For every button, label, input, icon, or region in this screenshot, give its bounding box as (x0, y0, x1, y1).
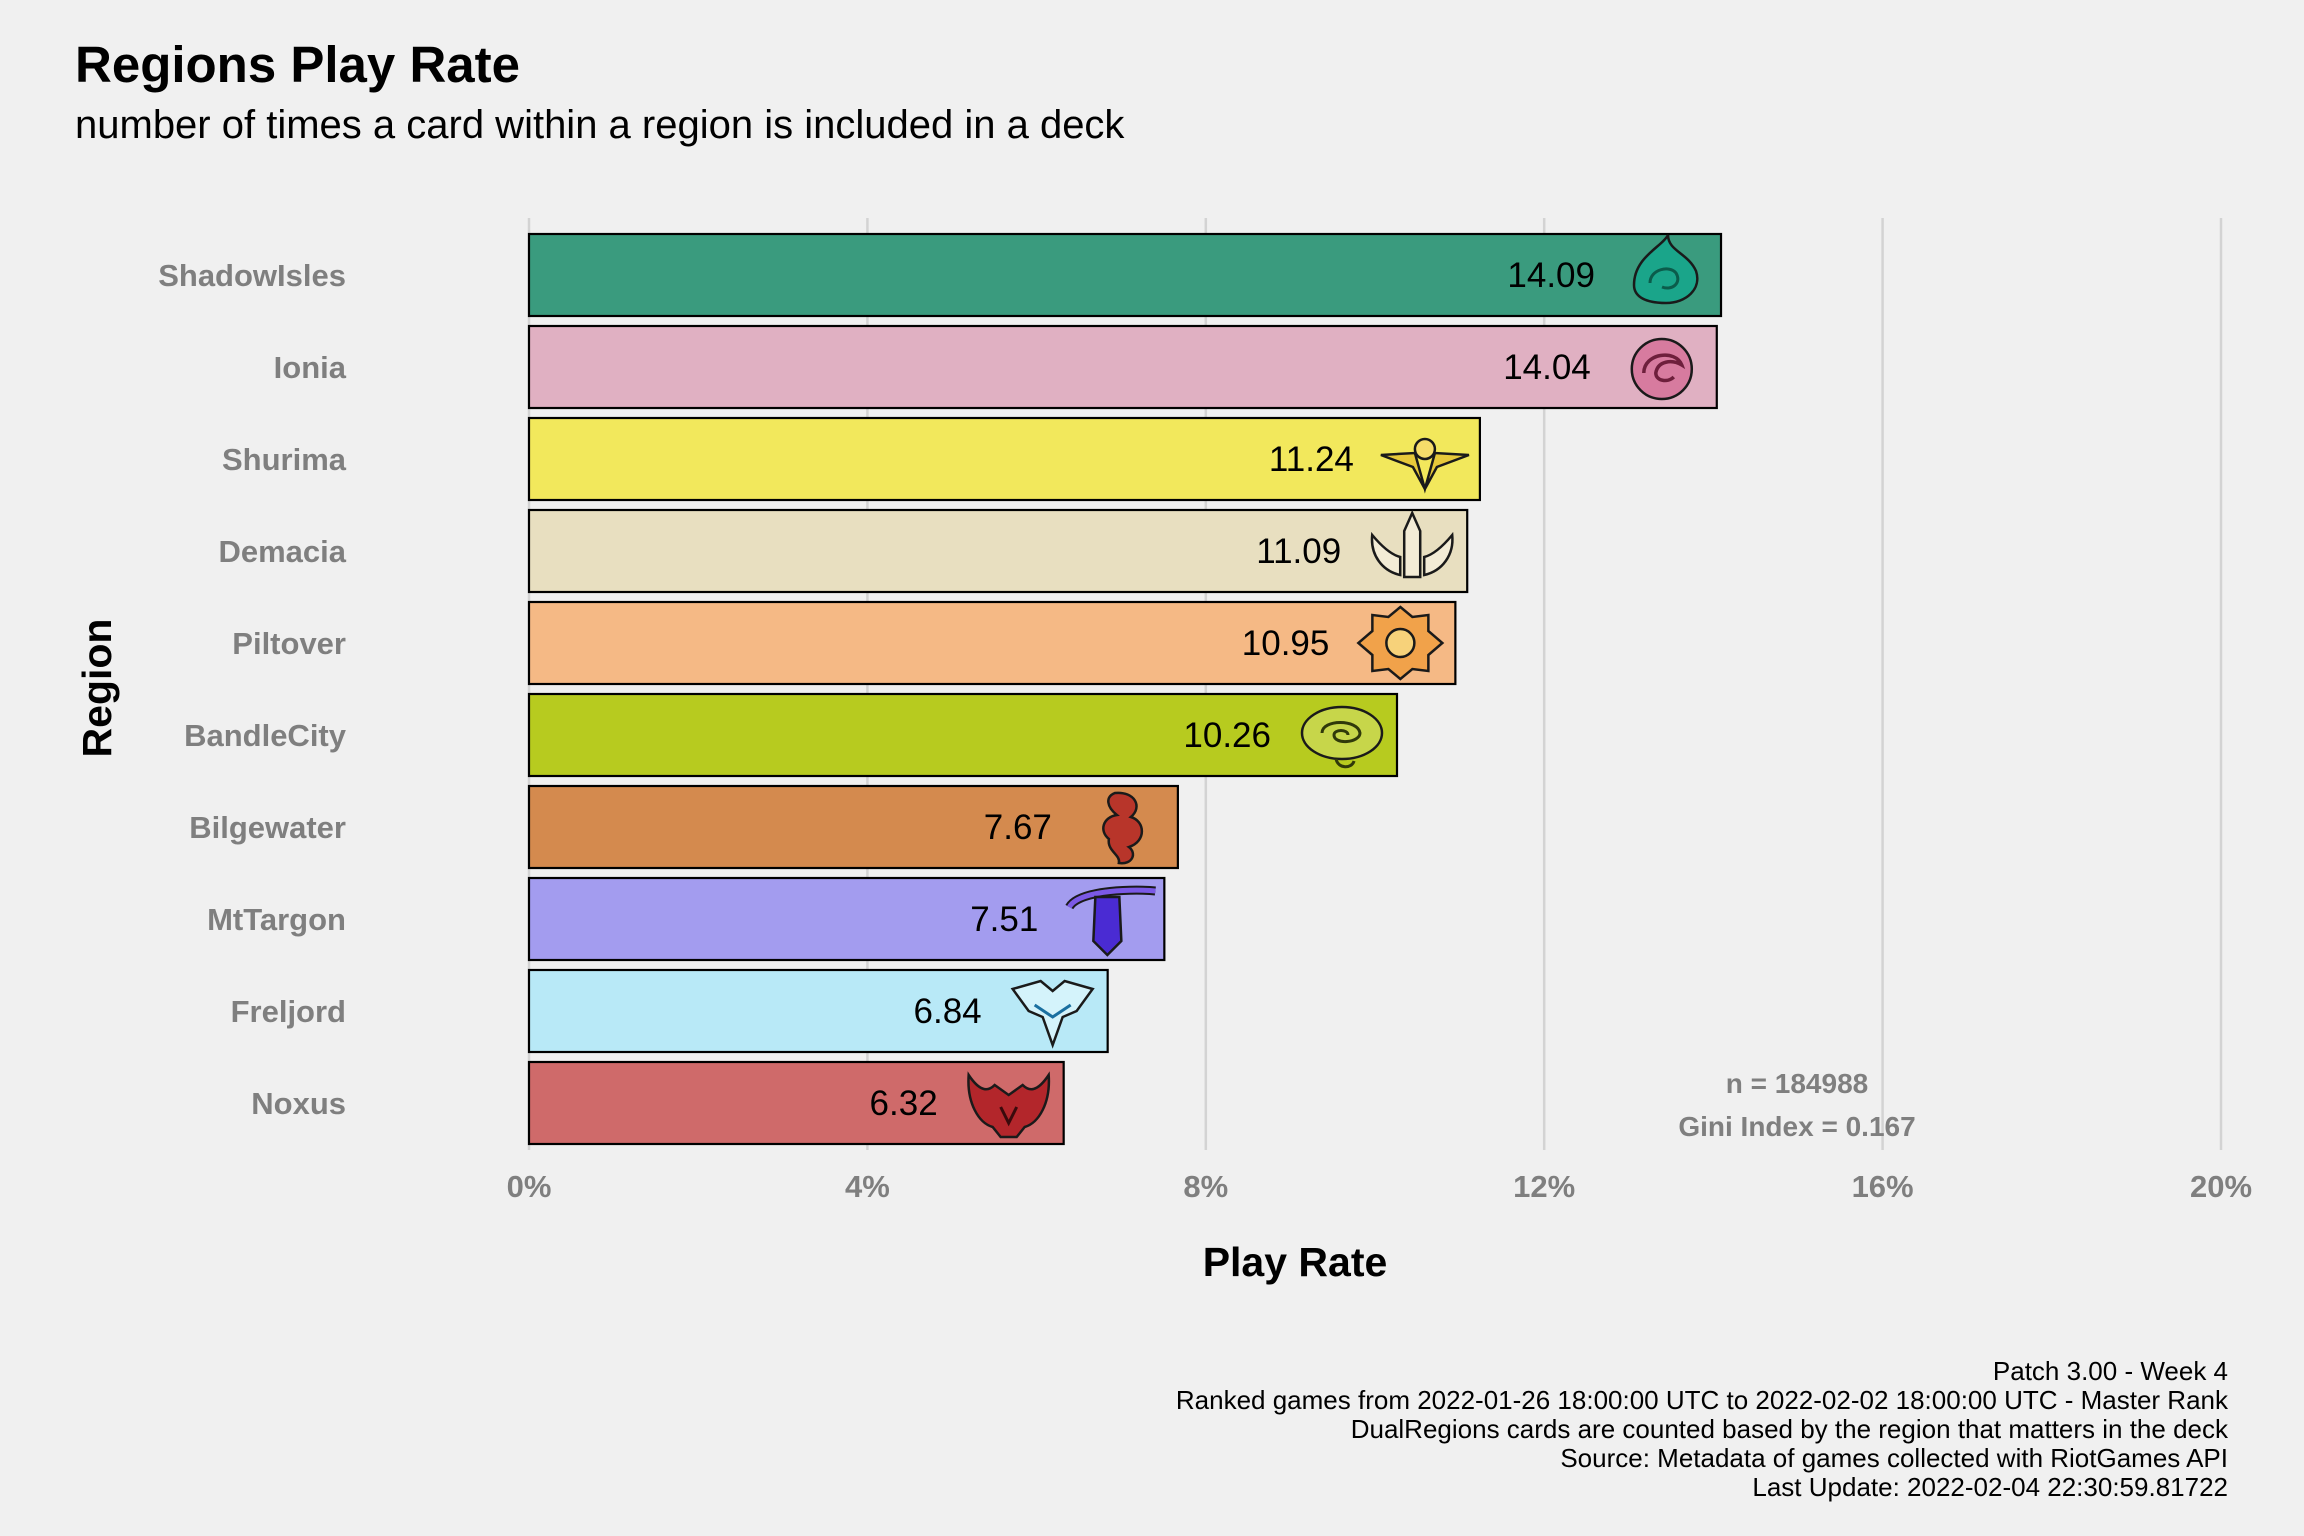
sample-size-annotation: n = 184988 (1726, 1068, 1868, 1099)
bar-row: 6.32 (527, 1060, 1065, 1146)
bar-value-label: 14.09 (1507, 256, 1595, 295)
x-tick-label: 4% (845, 1169, 890, 1204)
bar-row: 6.84 (527, 968, 1109, 1054)
y-axis-title: Region (74, 619, 120, 758)
caption: Patch 3.00 - Week 4 Ranked games from 20… (1176, 1356, 2229, 1502)
y-tick-label: MtTargon (207, 902, 346, 937)
bilgewater-icon (1102, 791, 1144, 865)
bar-row: 7.51 (527, 876, 1166, 962)
bar-value-label: 6.84 (914, 992, 982, 1031)
bar-value-label: 7.67 (984, 808, 1052, 847)
y-tick-label: Noxus (251, 1086, 346, 1121)
bar (527, 692, 1399, 778)
caption-line: Last Update: 2022-02-04 22:30:59.81722 (1752, 1472, 2228, 1502)
bar (527, 968, 1109, 1054)
bar-value-label: 7.51 (970, 900, 1038, 939)
x-axis-title: Play Rate (1203, 1239, 1388, 1285)
bar (527, 876, 1166, 962)
y-tick-label: Piltover (232, 626, 346, 661)
bar (527, 232, 1723, 318)
x-tick-label: 8% (1183, 1169, 1228, 1204)
caption-line: Patch 3.00 - Week 4 (1993, 1356, 2228, 1386)
bar (527, 324, 1718, 410)
bar-value-label: 11.24 (1269, 440, 1354, 479)
bars: 14.09 14.04 11.24 11.09 10.95 10.26 7.67 7.51 6.… (527, 232, 1723, 1146)
ionia-icon (1630, 337, 1694, 401)
bar-row: 10.26 (527, 692, 1399, 778)
bar-row: 11.09 (527, 508, 1469, 594)
y-tick-label: Demacia (218, 534, 346, 569)
freljord-icon (1010, 979, 1095, 1049)
bandlecity-icon (1300, 705, 1384, 769)
y-tick-label: Shurima (222, 442, 347, 477)
bar-value-label: 6.32 (870, 1084, 938, 1123)
x-tick-label: 12% (1513, 1169, 1575, 1204)
bar-row: 14.04 (527, 324, 1718, 410)
x-tick-label: 20% (2190, 1169, 2252, 1204)
y-axis-tick-labels: ShadowIsles Ionia Shurima Demacia Piltover Ba… (158, 258, 347, 1121)
x-axis-tick-labels: 0% 4% 8% 12% 16% 20% (507, 1169, 2252, 1204)
bar (527, 600, 1457, 686)
bar-value-label: 10.95 (1242, 624, 1330, 663)
shadowisles-icon (1632, 234, 1699, 305)
x-tick-label: 16% (1852, 1169, 1914, 1204)
gini-index-annotation: Gini Index = 0.167 (1678, 1111, 1915, 1142)
x-tick-label: 0% (507, 1169, 552, 1204)
bar-row: 11.24 (527, 416, 1482, 502)
caption-line: Source: Metadata of games collected with… (1560, 1443, 2228, 1473)
caption-line: Ranked games from 2022-01-26 18:00:00 UT… (1176, 1385, 2229, 1415)
chart-title: Regions Play Rate (75, 36, 520, 93)
mttargon-icon (1065, 885, 1156, 957)
caption-line: DualRegions cards are counted based by t… (1351, 1414, 2229, 1444)
bar-value-label: 14.04 (1503, 348, 1591, 387)
bar-row: 10.95 (527, 600, 1457, 686)
noxus-icon (967, 1071, 1051, 1139)
piltover-icon (1356, 605, 1445, 681)
bar (527, 508, 1469, 594)
bar-value-label: 10.26 (1183, 716, 1271, 755)
y-tick-label: Ionia (274, 350, 347, 385)
bar-value-label: 11.09 (1256, 532, 1341, 571)
y-tick-label: Bilgewater (189, 810, 346, 845)
bar-row: 14.09 (527, 232, 1723, 318)
chart-subtitle: number of times a card within a region i… (75, 103, 1125, 147)
shurima-icon (1380, 437, 1470, 494)
bar-row: 7.67 (527, 784, 1179, 870)
y-tick-label: Freljord (231, 994, 346, 1029)
demacia-icon (1370, 509, 1454, 579)
bar (527, 784, 1179, 870)
y-tick-label: BandleCity (184, 718, 347, 753)
y-tick-label: ShadowIsles (158, 258, 346, 293)
bar (527, 416, 1482, 502)
